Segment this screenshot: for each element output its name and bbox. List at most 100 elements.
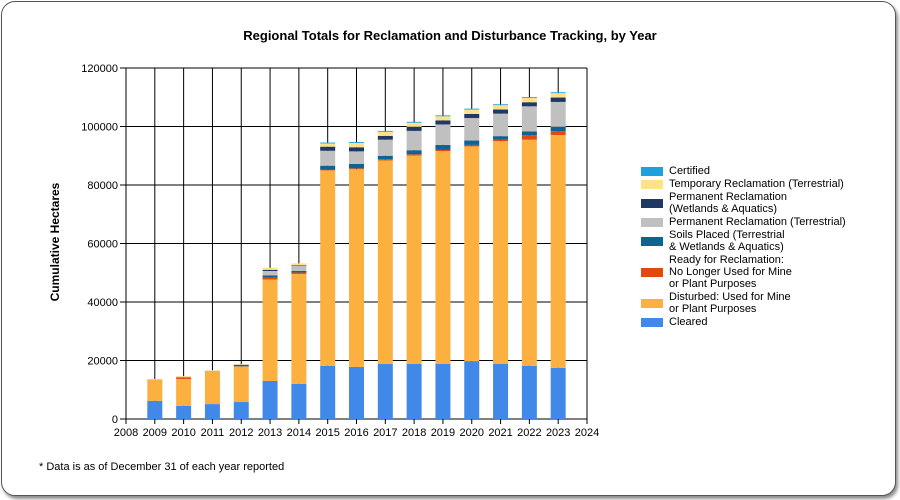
bar-segment — [262, 270, 278, 276]
legend-item: Permanent Reclamation (Terrestrial) — [641, 216, 871, 228]
bar-segment — [176, 378, 192, 406]
bar-segment — [377, 160, 393, 365]
bar-segment — [406, 122, 422, 127]
bar-segment — [147, 400, 163, 419]
bar-segment — [349, 169, 364, 367]
bar-segment — [406, 130, 422, 151]
legend-swatch — [641, 236, 663, 246]
bar-segment — [521, 131, 537, 136]
legend-label: Permanent Reclamation (Terrestrial) — [669, 216, 846, 228]
bar-segment — [435, 124, 451, 145]
bar-segment — [406, 121, 422, 123]
bar-segment — [377, 131, 393, 136]
x-tick-label: 2010 — [171, 427, 195, 439]
legend-label: Temporary Reclamation (Terrestrial) — [669, 178, 844, 190]
bar-segment — [320, 365, 336, 419]
bar-segment — [377, 135, 393, 140]
bar-segment — [176, 376, 192, 377]
bar-segment — [377, 130, 393, 132]
x-tick-label: 2024 — [575, 427, 599, 439]
bar-segment — [493, 141, 509, 365]
bar-segment — [521, 102, 537, 107]
bar-segment — [349, 168, 364, 170]
bar-segment — [320, 165, 336, 170]
bar-segment — [521, 139, 537, 366]
bar-segment — [320, 150, 336, 166]
bar-segment — [262, 277, 278, 280]
bar-segment — [550, 97, 566, 102]
bar-segment — [291, 272, 307, 274]
bar-segment — [550, 101, 566, 127]
bar-segment — [493, 104, 509, 106]
legend-label: Ready for Reclamation: No Longer Used fo… — [669, 254, 792, 290]
bar-segment — [435, 120, 451, 125]
bar-segment — [521, 135, 537, 140]
bar-segment — [406, 155, 422, 365]
legend-item: Temporary Reclamation (Terrestrial) — [641, 178, 871, 190]
legend-swatch — [641, 198, 663, 208]
x-tick-label: 2021 — [488, 427, 512, 439]
y-tick-label: 120000 — [81, 63, 118, 75]
bar-segment — [291, 266, 307, 271]
bar-segment — [233, 366, 249, 403]
y-tick-label: 20000 — [87, 356, 118, 368]
legend-item: Ready for Reclamation: No Longer Used fo… — [641, 254, 871, 290]
x-tick-label: 2012 — [229, 427, 253, 439]
bar-segment — [262, 380, 278, 419]
x-tick-label: 2022 — [517, 427, 541, 439]
bar-segment — [349, 142, 364, 143]
bar-segment — [406, 154, 422, 156]
bar-segment — [435, 116, 451, 121]
bar-segment — [435, 115, 451, 117]
bar-segment — [377, 155, 393, 160]
bar-segment — [550, 131, 566, 135]
bar-segment — [493, 105, 509, 110]
bar-segment — [204, 370, 220, 372]
bar-segment — [493, 136, 509, 140]
bar-segment — [377, 159, 393, 161]
bar-segment — [550, 93, 566, 98]
x-tick-label: 2013 — [258, 427, 282, 439]
bar-segment — [320, 142, 336, 144]
y-tick-label: 0 — [112, 414, 118, 426]
bar-segment — [320, 143, 336, 147]
bar-segment — [406, 150, 422, 155]
bar-segment — [349, 142, 364, 148]
bar-segment — [406, 364, 422, 419]
y-tick-label: 60000 — [87, 239, 118, 251]
legend-swatch — [641, 217, 663, 227]
bar-segment — [464, 144, 480, 147]
bar-segment — [147, 379, 163, 381]
bar-segment — [377, 364, 393, 419]
bar-segment — [349, 151, 364, 164]
bar-segment — [435, 144, 451, 150]
bar-segment — [262, 275, 278, 278]
bar-segment — [204, 370, 220, 371]
bar-segment — [550, 126, 566, 132]
bar-segment — [464, 118, 480, 141]
x-tick-label: 2023 — [546, 427, 570, 439]
bar-segment — [521, 96, 537, 98]
x-tick-label: 2019 — [431, 427, 455, 439]
legend-item: Certified — [641, 165, 871, 177]
x-tick-label: 2018 — [402, 427, 426, 439]
bar-segment — [320, 169, 336, 171]
bar-segment — [176, 405, 192, 419]
bar-segment — [435, 151, 451, 365]
bar-segment — [493, 109, 509, 114]
bar-segment — [176, 377, 192, 379]
x-tick-label: 2015 — [315, 427, 339, 439]
bar-segment — [435, 364, 451, 419]
bar-segment — [464, 146, 480, 362]
bar-segment — [550, 92, 566, 94]
bar-segment — [521, 97, 537, 103]
bar-segment — [233, 364, 249, 367]
bar-segment — [349, 147, 364, 152]
legend-swatch — [641, 317, 663, 327]
legend-swatch — [641, 179, 663, 189]
bar-segment — [521, 365, 537, 419]
bar-segment — [550, 134, 566, 368]
legend-label: Soils Placed (Terrestrial & Wetlands & A… — [669, 229, 785, 253]
bar-segment — [493, 139, 509, 142]
x-tick-label: 2016 — [344, 427, 368, 439]
